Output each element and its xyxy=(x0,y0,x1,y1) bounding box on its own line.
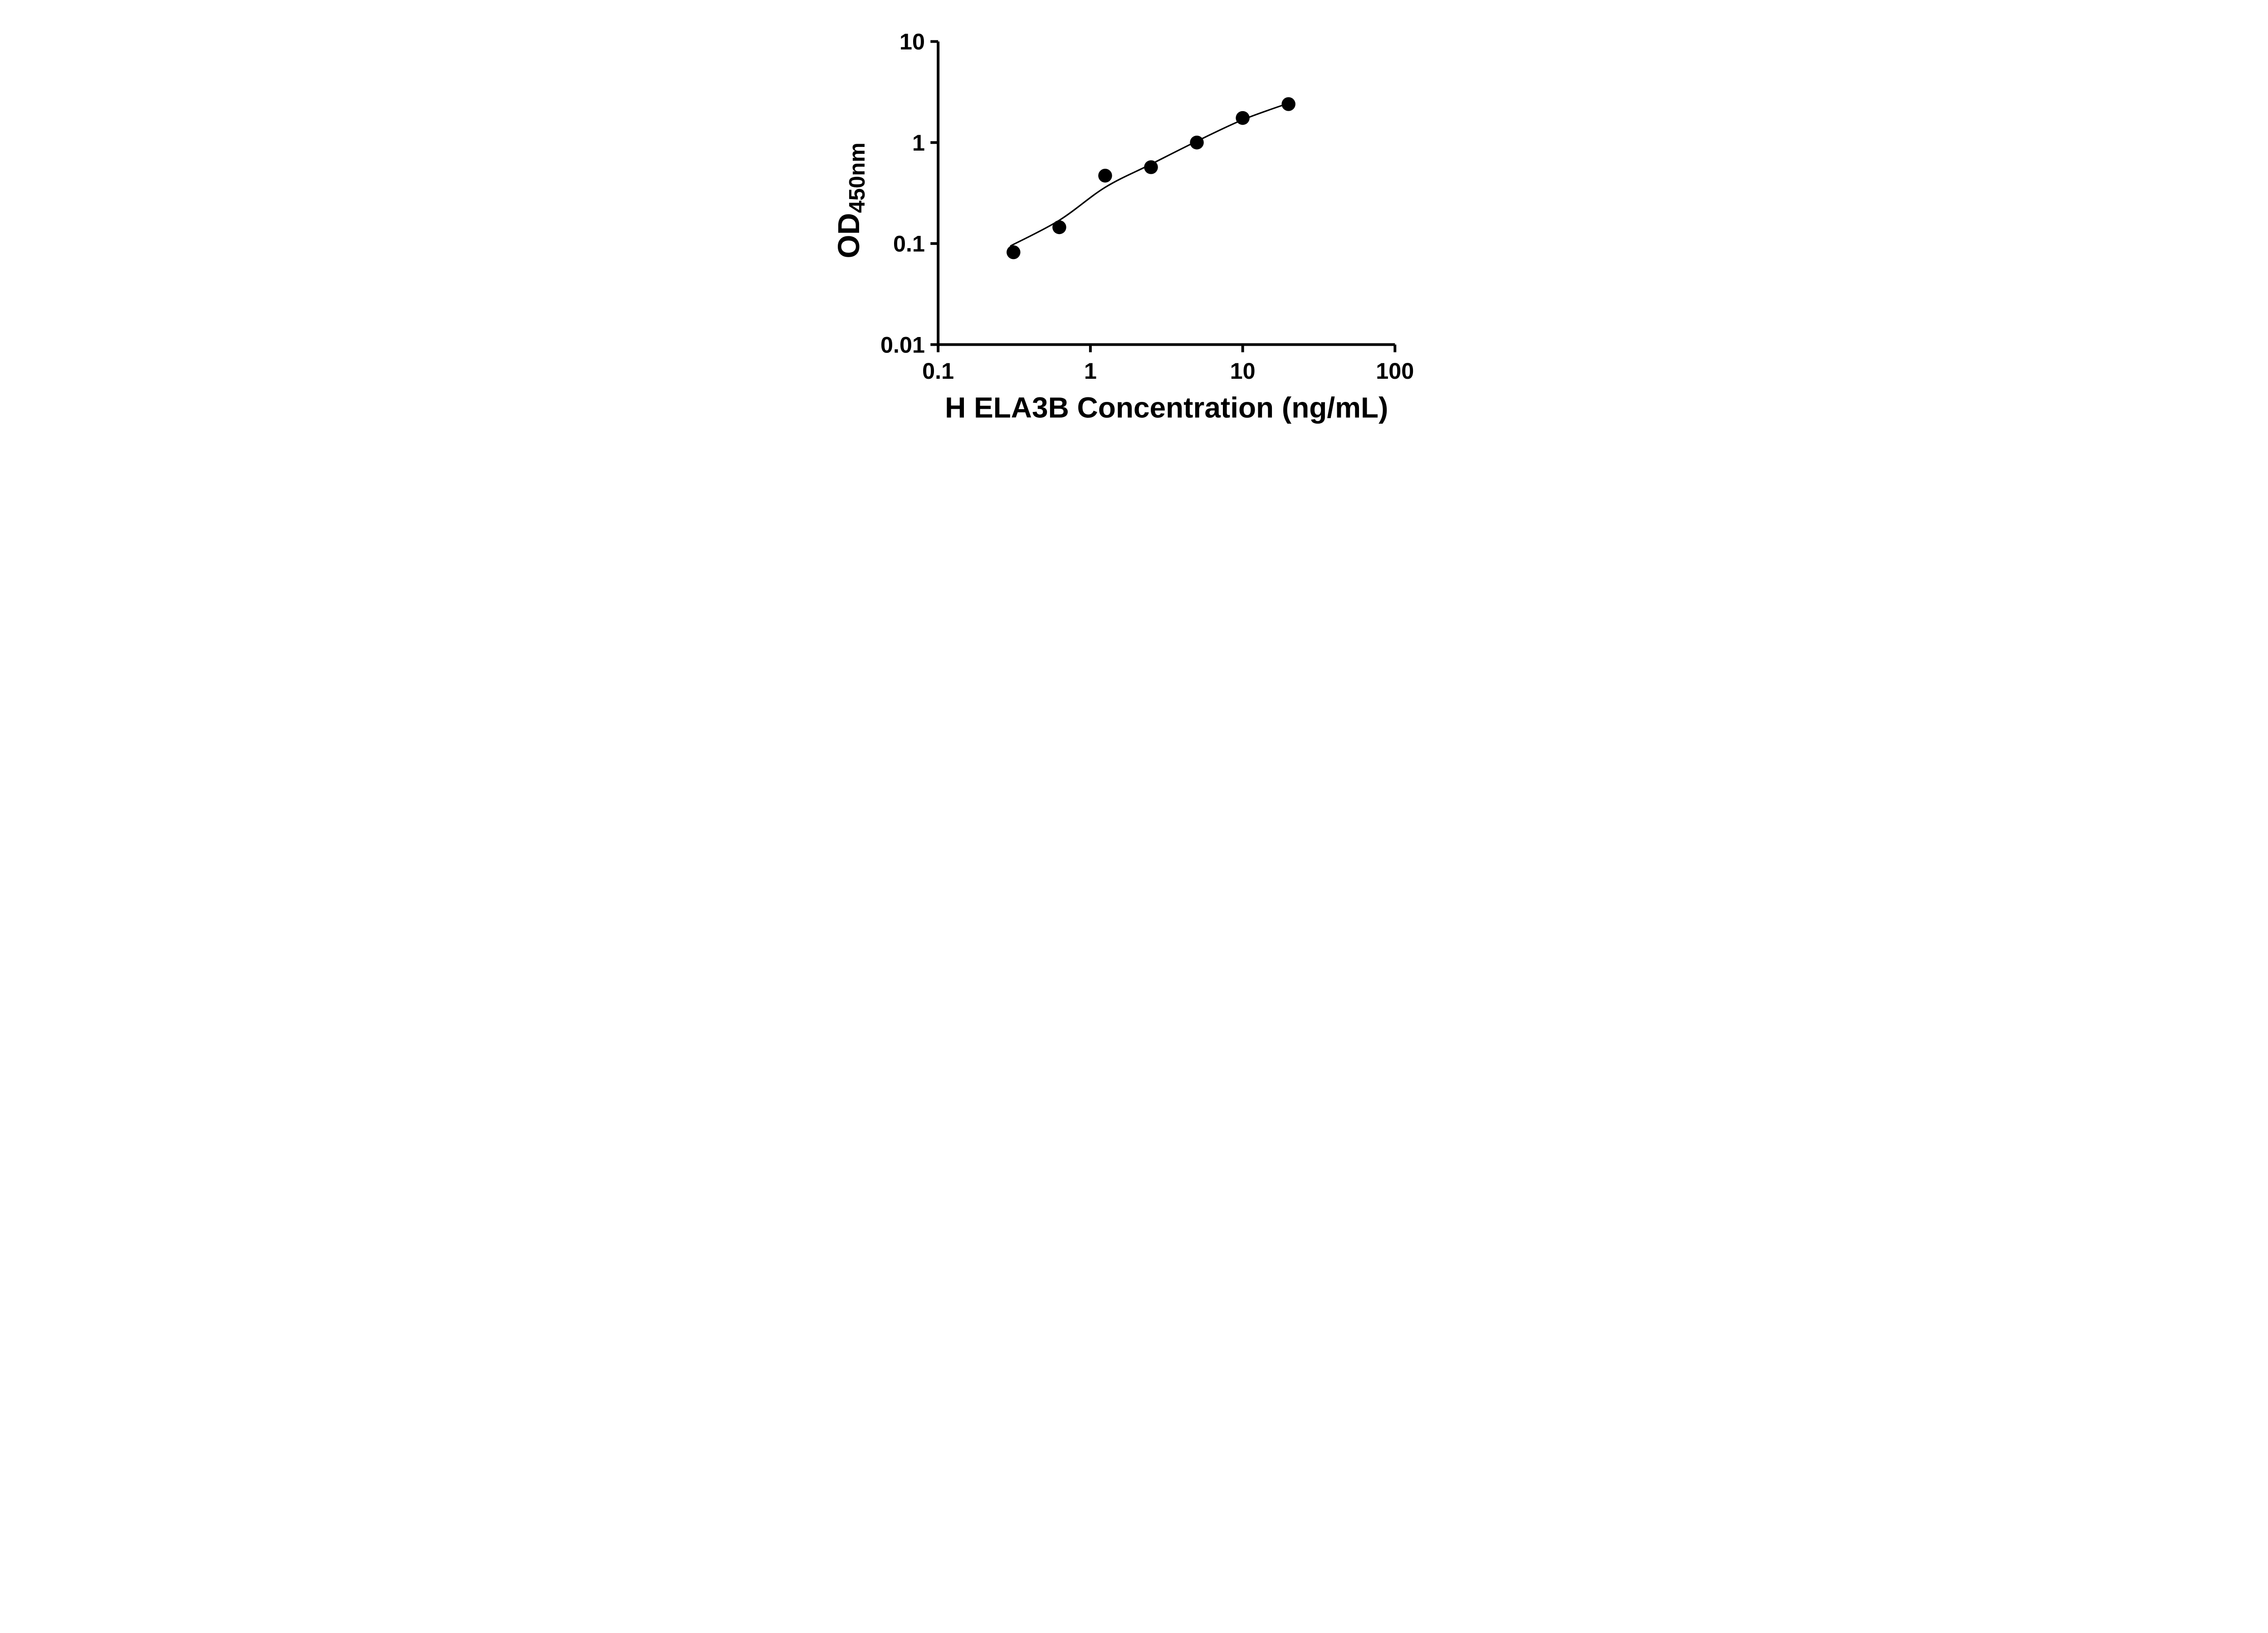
y-tick-label: 10 xyxy=(899,29,925,54)
y-axis-title: OD450nm xyxy=(832,142,870,258)
y-tick-label: 0.01 xyxy=(880,332,925,357)
data-point xyxy=(1007,245,1021,259)
data-point xyxy=(1098,168,1112,183)
data-point xyxy=(1144,160,1158,174)
x-tick-label: 100 xyxy=(1376,358,1414,384)
x-tick-label: 1 xyxy=(1084,358,1097,384)
y-tick-label: 0.1 xyxy=(893,231,925,257)
data-point xyxy=(1052,220,1066,235)
fit-curve xyxy=(1010,102,1290,247)
x-axis-title: H ELA3B Concentration (ng/mL) xyxy=(945,391,1388,424)
data-point xyxy=(1281,97,1295,111)
x-tick-label: 0.1 xyxy=(922,358,954,384)
data-point xyxy=(1236,111,1250,125)
chart-figure: 0.1 1 10 100 0.01 0.1 1 10 H ELA3B Concentration… xyxy=(816,0,1452,445)
y-tick-label: 1 xyxy=(912,130,925,156)
x-tick-label: 10 xyxy=(1230,358,1256,384)
data-point xyxy=(1190,135,1204,150)
